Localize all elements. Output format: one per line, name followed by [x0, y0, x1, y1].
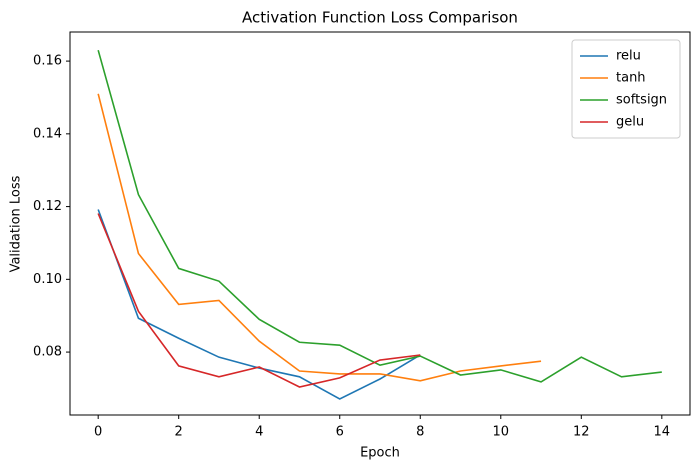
line-series	[97, 49, 662, 383]
line-series	[97, 209, 421, 400]
x-tick-label: 12	[573, 425, 590, 440]
x-tick-label: 4	[255, 425, 263, 440]
legend-label: gelu	[616, 115, 644, 130]
line-series	[97, 213, 421, 388]
y-tick-label: 0.16	[33, 54, 62, 69]
y-tick-label: 0.12	[33, 199, 62, 214]
plot-frame	[69, 31, 691, 416]
legend-label: softsign	[616, 93, 667, 108]
y-tick-label: 0.10	[33, 272, 62, 287]
y-tick-label: 0.14	[33, 126, 62, 141]
legend: relu tanh softsign gelu	[571, 39, 681, 139]
x-tick-label: 8	[416, 425, 424, 440]
line-series	[97, 93, 542, 382]
x-tick-label: 2	[175, 425, 183, 440]
x-tick-label: 10	[493, 425, 510, 440]
legend-frame	[571, 39, 681, 139]
chart-title: Activation Function Loss Comparison	[242, 9, 518, 27]
x-tick-label: 6	[336, 425, 344, 440]
x-tick-label: 0	[94, 425, 102, 440]
x-tick-label: 14	[654, 425, 671, 440]
x-axis-label: Epoch	[360, 446, 400, 461]
y-axis-label: Validation Loss	[9, 175, 24, 272]
y-tick-label: 0.08	[33, 345, 62, 360]
legend-label: relu	[616, 49, 641, 64]
legend-label: tanh	[616, 71, 646, 86]
